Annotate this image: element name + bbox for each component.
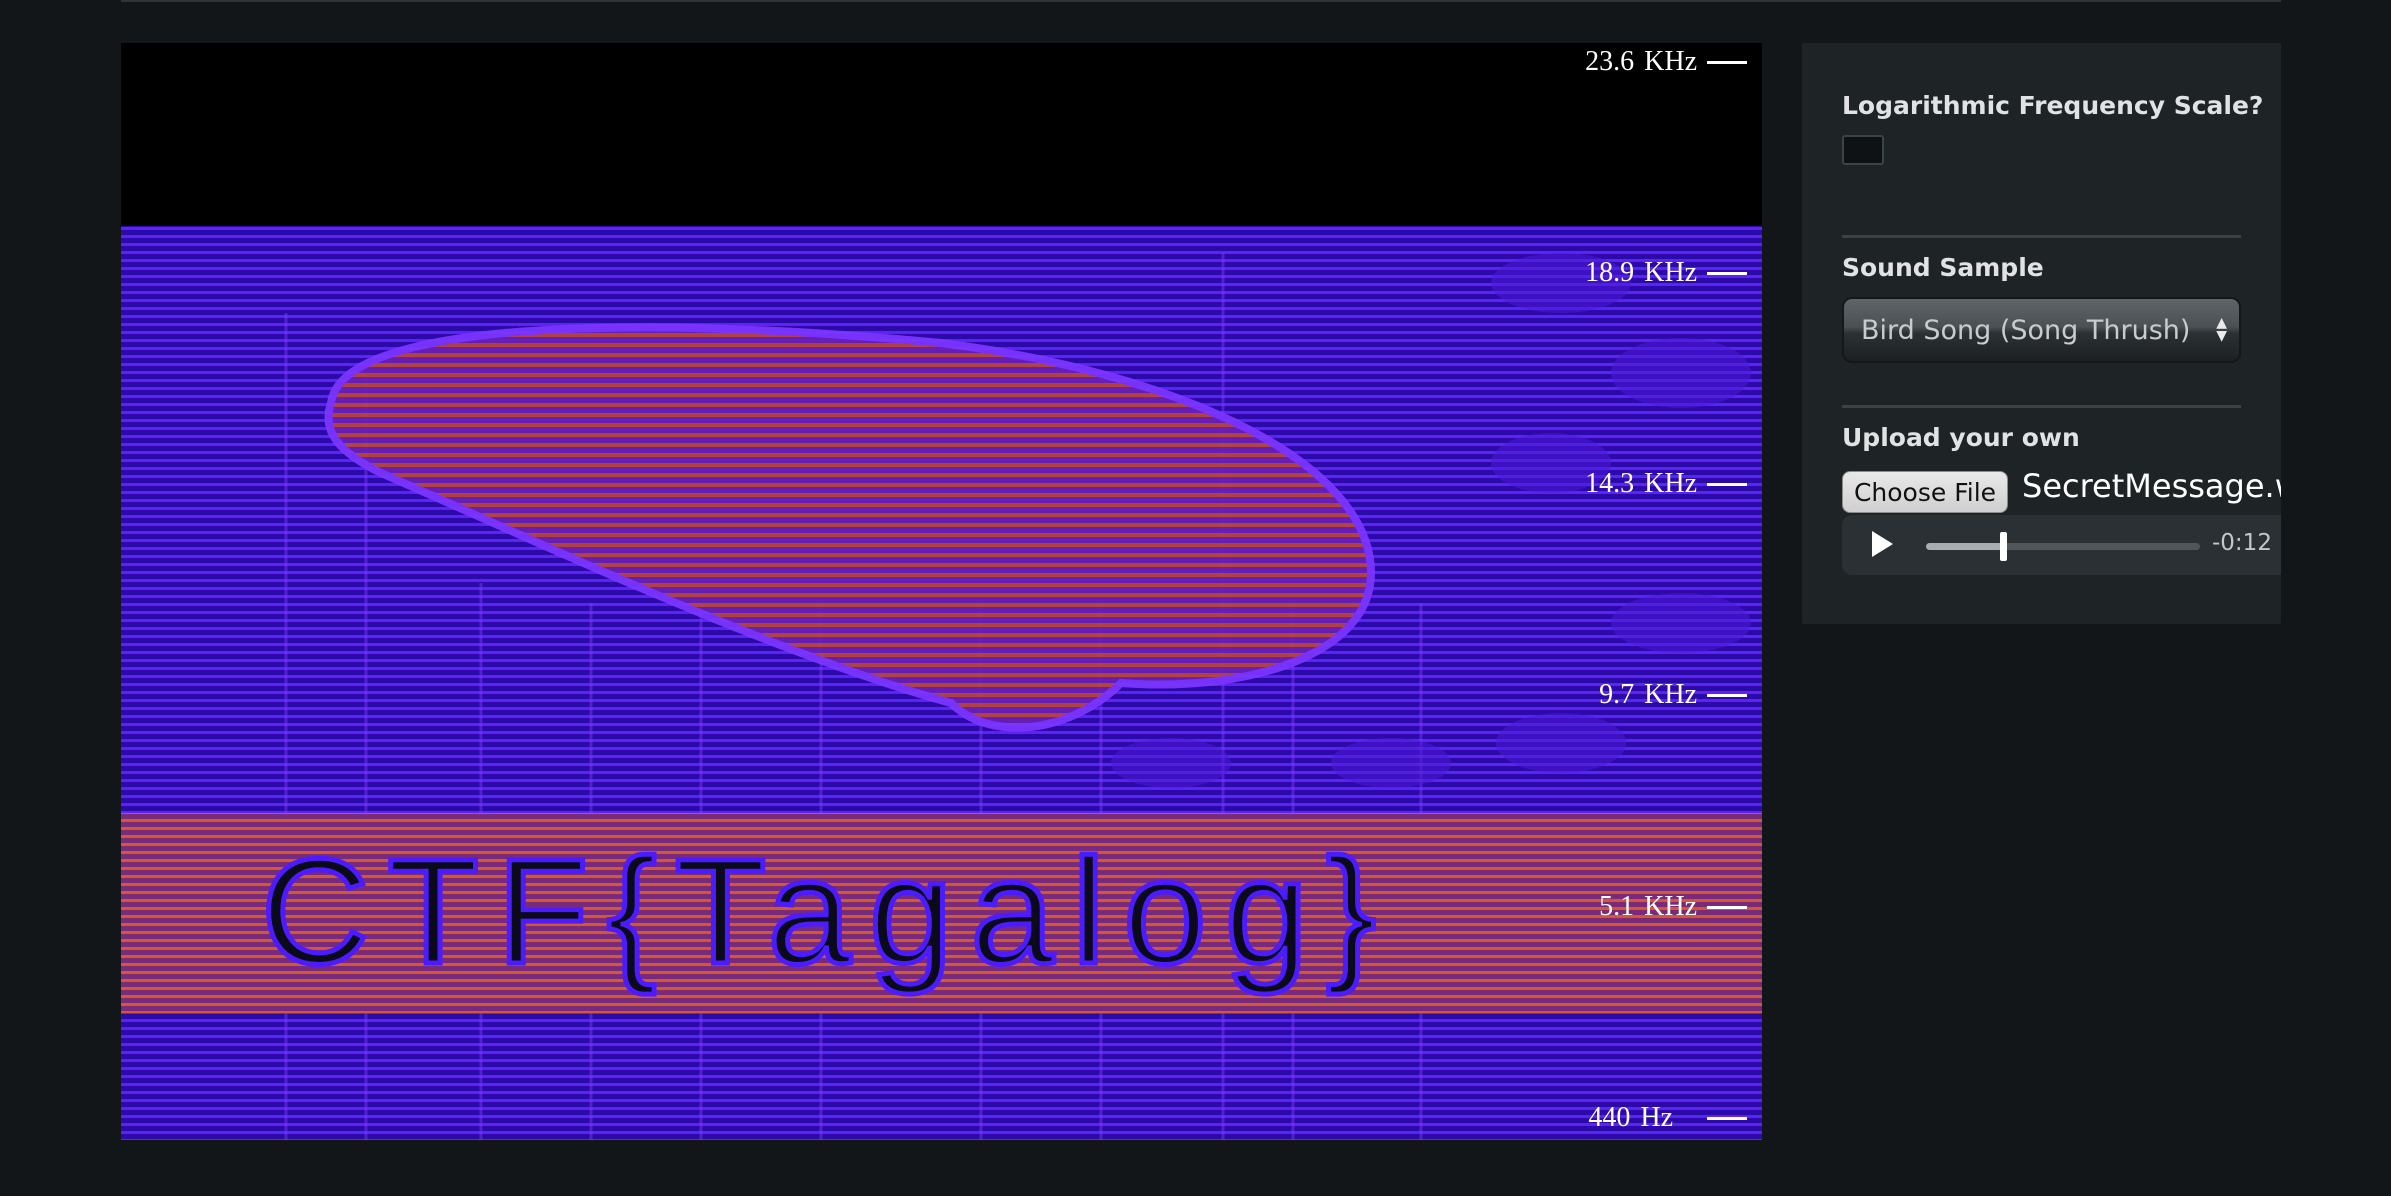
spectrogram-canvas: CTF{Tagalog} 23.6 KHz 18.9 KHz 14.3 KHz 9.7… <box>121 43 1762 1140</box>
divider <box>1842 405 2241 408</box>
sound-sample-label: Sound Sample <box>1842 253 2044 282</box>
log-scale-checkbox[interactable] <box>1842 135 1884 165</box>
freq-tick <box>1707 905 1747 909</box>
audio-progress-thumb[interactable] <box>1999 532 2007 561</box>
audio-progress-slider[interactable] <box>1926 532 2200 561</box>
freq-label-23-6: 23.6 KHz <box>1564 46 1747 78</box>
file-name: SecretMessage.w <box>2022 467 2281 505</box>
sound-sample-value: Bird Song (Song Thrush) <box>1861 314 2191 346</box>
top-divider <box>121 0 2281 2</box>
upload-label: Upload your own <box>1842 423 2080 452</box>
freq-tick <box>1707 60 1747 64</box>
audio-progress-fill <box>1926 543 2003 550</box>
freq-label-18-9: 18.9 KHz <box>1564 257 1747 289</box>
freq-label-5-1: 5.1 KHz <box>1564 891 1747 923</box>
freq-label-9-7: 9.7 KHz <box>1564 679 1747 711</box>
freq-label-14-3: 14.3 KHz <box>1564 468 1747 500</box>
audio-player[interactable]: -0:12 <box>1842 515 2281 575</box>
sound-sample-select[interactable]: Bird Song (Song Thrush) ▲ ▼ <box>1842 297 2241 363</box>
divider <box>1842 235 2241 238</box>
freq-tick <box>1707 1116 1747 1120</box>
controls-panel: Logarithmic Frequency Scale? Sound Sampl… <box>1802 43 2281 624</box>
log-scale-label: Logarithmic Frequency Scale? <box>1842 91 2264 120</box>
time-remaining: -0:12 <box>2212 530 2272 556</box>
spectrogram-image: CTF{Tagalog} <box>121 43 1762 1140</box>
choose-file-button[interactable]: Choose File <box>1842 471 2008 513</box>
flag-text: CTF{Tagalog} <box>261 827 1394 995</box>
freq-tick <box>1707 693 1747 697</box>
select-arrows-icon: ▲ ▼ <box>2216 315 2227 344</box>
freq-tick <box>1707 482 1747 486</box>
play-icon[interactable] <box>1872 531 1893 557</box>
freq-label-440: 440 Hz <box>1560 1102 1747 1134</box>
freq-tick <box>1707 271 1747 275</box>
